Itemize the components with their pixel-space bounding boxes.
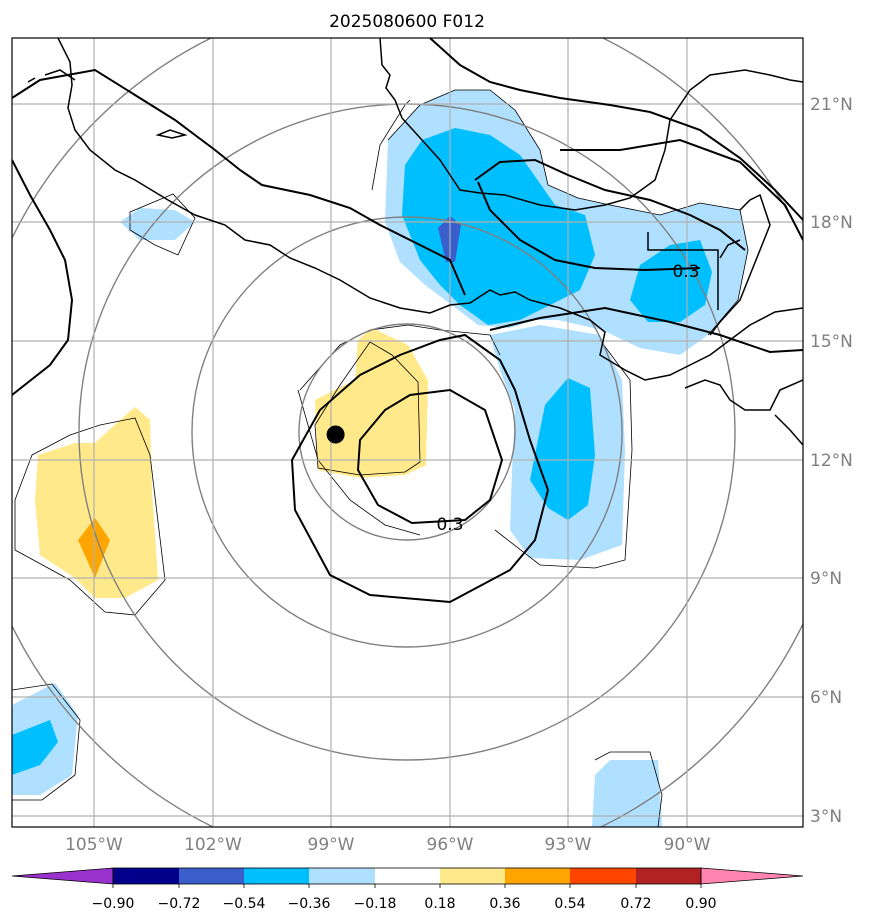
negative-anomaly-core-sw — [12, 720, 58, 775]
colorbar-segment — [179, 868, 244, 884]
ne-contour — [429, 38, 803, 221]
lon-label: 105°W — [65, 835, 123, 855]
colorbar-segment — [309, 868, 375, 884]
contour-label-north: 0.3 — [672, 262, 699, 282]
east-edge-contour — [560, 138, 803, 241]
colorbar-segment — [375, 868, 440, 884]
central-america-coast — [529, 299, 803, 381]
positive-anomaly-west — [35, 407, 158, 598]
colorbar-label: −0.90 — [92, 896, 135, 912]
yucatan-border — [647, 232, 719, 310]
colorbar-label: −0.18 — [354, 896, 397, 912]
map-frame — [11, 37, 804, 828]
colorbar-label: −0.54 — [223, 896, 266, 912]
north-contour — [474, 158, 746, 251]
colorbar-ticks — [112, 884, 702, 888]
lon-label: 96°W — [427, 835, 474, 855]
colorbar-label: 0.72 — [620, 896, 651, 912]
latitude-labels: 21°N 18°N 15°N 12°N 9°N 6°N 3°N — [810, 95, 853, 827]
colorbar-label: 0.18 — [424, 896, 455, 912]
storm-inner-contour — [356, 388, 504, 525]
colorbar-segment — [505, 868, 570, 884]
negative-anomaly-light-west — [120, 208, 195, 240]
colorbar-label: 0.36 — [489, 896, 520, 912]
coastlines — [27, 38, 803, 446]
colorbar-label: −0.36 — [288, 896, 331, 912]
longitude-labels: 105°W 102°W 99°W 96°W 93°W 90°W — [65, 835, 711, 855]
lat-label: 18°N — [810, 213, 853, 233]
colorbar-extend-high — [700, 867, 804, 885]
colorbar-label: 0.54 — [554, 896, 585, 912]
baja-coast — [44, 69, 76, 81]
nw-contour — [12, 68, 466, 296]
colorbar-extend-low — [11, 867, 114, 885]
filled-contours — [12, 90, 748, 827]
map-panel: 0.3 0.3 — [12, 38, 803, 827]
nicaragua-coast — [684, 379, 803, 411]
lon-label: 90°W — [664, 835, 711, 855]
colorbar-segment — [440, 868, 505, 884]
lat-label: 12°N — [810, 451, 853, 471]
lon-label: 99°W — [308, 835, 355, 855]
island-1 — [155, 129, 188, 139]
storm-center-marker — [326, 425, 345, 444]
east-band-contour — [489, 306, 803, 354]
gulf-coast — [379, 38, 803, 211]
contour-label-storm: 0.3 — [436, 515, 463, 535]
thin-contours — [12, 89, 749, 827]
figure-title: 2025080600 F012 — [329, 12, 485, 32]
bold-contours — [12, 38, 803, 604]
lat-label: 15°N — [810, 332, 853, 352]
negative-anomaly-core-north — [402, 128, 595, 325]
colorbar-segment — [113, 868, 179, 884]
positive-anomaly-storm — [315, 328, 428, 478]
colorbar-frame — [112, 867, 702, 885]
west-contour — [12, 159, 74, 396]
lat-label: 6°N — [810, 688, 842, 708]
north-contour-inner — [477, 181, 701, 272]
negative-anomaly-core-east — [630, 240, 712, 322]
pacific-coast-mexico — [57, 38, 531, 314]
colorbar-segment — [244, 868, 309, 884]
negative-anomaly-light-se — [592, 760, 662, 827]
colorbar: −0.90 −0.72 −0.54 −0.36 −0.18 0.18 0.36 … — [11, 867, 804, 912]
colorbar-label: 0.90 — [685, 896, 716, 912]
storm-outer-contour — [290, 333, 550, 604]
lon-label: 93°W — [545, 835, 592, 855]
graticule — [12, 38, 803, 827]
lat-label: 21°N — [810, 95, 853, 115]
costa-rica-coast — [774, 414, 803, 446]
lat-label: 3°N — [810, 807, 842, 827]
island-2 — [27, 77, 36, 83]
colorbar-segment — [570, 868, 636, 884]
lon-label: 102°W — [184, 835, 242, 855]
colorbar-label: −0.72 — [158, 896, 201, 912]
yucatan-coast — [709, 193, 771, 336]
colorbar-segment — [636, 868, 701, 884]
lat-label: 9°N — [810, 569, 842, 589]
